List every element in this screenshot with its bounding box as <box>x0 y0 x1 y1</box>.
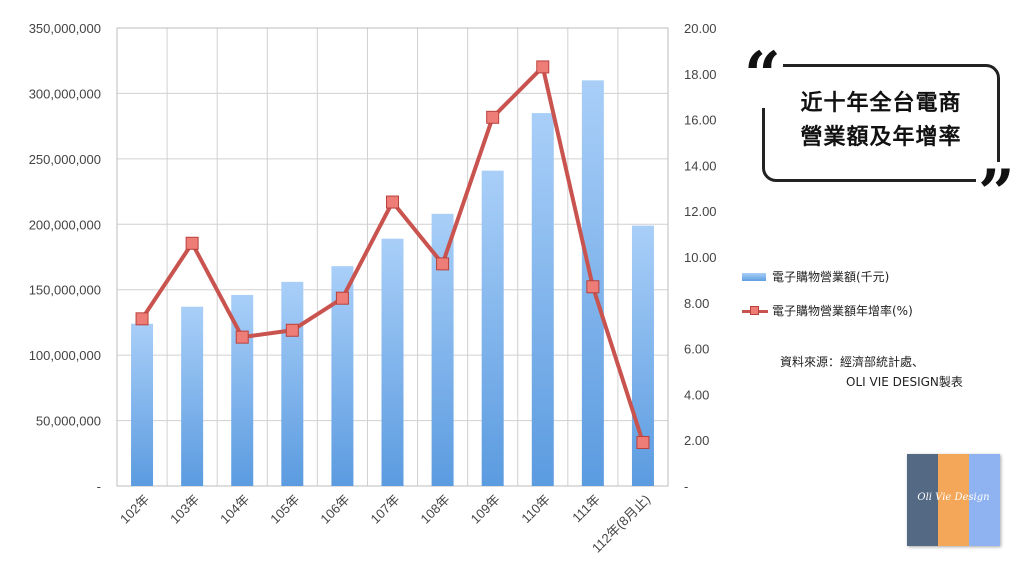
right-tick-label: 4.00 <box>684 387 709 402</box>
logo-stripe-2 <box>938 454 969 546</box>
logo-stripe-1 <box>907 454 938 546</box>
left-tick-label: 300,000,000 <box>29 86 101 101</box>
brand-logo: Oli Vie Design <box>907 454 1000 546</box>
bar <box>481 170 504 487</box>
legend-item-line: 電子購物營業額年增率(%) <box>742 302 913 319</box>
bar <box>431 213 454 486</box>
right-axis-ticks: - 2.00 4.00 6.00 8.00 10.00 12.00 14.00 16.00 18.… <box>684 21 717 494</box>
title-box: 近十年全台電商 營業額及年增率 <box>762 64 1000 182</box>
bar <box>531 113 554 487</box>
left-tick-label: 200,000,000 <box>29 217 101 232</box>
x-tick-label: 102年 <box>117 492 152 527</box>
line-marker <box>436 257 450 271</box>
line-marker <box>636 435 650 449</box>
right-tick-label: 14.00 <box>684 158 717 173</box>
left-tick-label: 350,000,000 <box>29 21 101 36</box>
legend-item-bar: 電子購物營業額(千元) <box>742 268 889 285</box>
right-tick-label: 2.00 <box>684 433 709 448</box>
line-marker <box>285 323 299 337</box>
right-tick-label: 10.00 <box>684 250 717 265</box>
left-tick-label: - <box>97 479 101 494</box>
line-marker <box>536 60 550 74</box>
right-tick-label: 20.00 <box>684 21 717 36</box>
chart-title: 近十年全台電商 營業額及年增率 <box>765 87 997 155</box>
legend-bar-swatch <box>742 272 766 281</box>
line-marker <box>335 291 349 305</box>
left-tick-label: 50,000,000 <box>36 414 101 429</box>
right-tick-label: 8.00 <box>684 296 709 311</box>
bar <box>181 306 204 486</box>
line-marker <box>235 330 249 344</box>
bar <box>131 323 154 486</box>
legend-line-swatch <box>742 305 768 316</box>
bar <box>331 266 354 486</box>
left-tick-label: 100,000,000 <box>29 348 101 363</box>
logo-stripe-3 <box>969 454 1000 546</box>
legend-bar-label: 電子購物營業額(千元) <box>772 270 890 284</box>
x-tick-label: 107年 <box>367 492 402 527</box>
left-tick-label: 250,000,000 <box>29 152 101 167</box>
bar <box>381 238 404 486</box>
x-tick-label: 110年 <box>518 492 552 526</box>
source-note: 資料來源：經濟部統計處、 OLI VIE DESIGN製表 <box>780 352 963 392</box>
line-series <box>135 60 650 449</box>
right-tick-label: 18.00 <box>684 67 717 82</box>
line-marker <box>135 312 149 326</box>
x-tick-label: 104年 <box>217 492 252 527</box>
x-tick-label: 103年 <box>167 492 202 527</box>
open-quote-mark: “ <box>742 38 783 113</box>
right-tick-label: 16.00 <box>684 113 717 128</box>
line-marker <box>486 110 500 124</box>
close-quote-mark: ” <box>976 156 1017 231</box>
bar-series <box>131 80 654 487</box>
right-tick-label: 6.00 <box>684 342 709 357</box>
title-line-1: 近十年全台電商 <box>800 91 962 116</box>
line-marker <box>185 236 199 250</box>
x-axis-ticks: 102年 103年 104年 105年 106年 107年 108年 109年 110年 111年… <box>117 492 653 556</box>
x-tick-label: 108年 <box>418 492 453 527</box>
source-line-1: 資料來源：經濟部統計處、 <box>780 355 925 369</box>
x-tick-label: 111年 <box>569 492 603 526</box>
title-line-2: 營業額及年增率 <box>800 125 962 150</box>
legend-line-label: 電子購物營業額年增率(%) <box>772 304 913 318</box>
logo-text: Oli Vie Design <box>917 492 990 503</box>
x-tick-label: 105年 <box>267 492 302 527</box>
line-marker <box>586 280 600 294</box>
bar <box>281 281 304 486</box>
chart-grid <box>116 27 669 487</box>
left-axis-ticks: - 50,000,000 100,000,000 150,000,000 200,000… <box>29 21 101 494</box>
right-tick-label: - <box>684 479 688 494</box>
source-line-2: OLI VIE DESIGN製表 <box>846 375 963 389</box>
line-marker <box>386 195 399 209</box>
right-tick-label: 12.00 <box>684 204 717 219</box>
x-tick-label: 109年 <box>468 492 503 527</box>
x-tick-label: 106年 <box>317 492 352 527</box>
left-tick-label: 150,000,000 <box>29 283 101 298</box>
